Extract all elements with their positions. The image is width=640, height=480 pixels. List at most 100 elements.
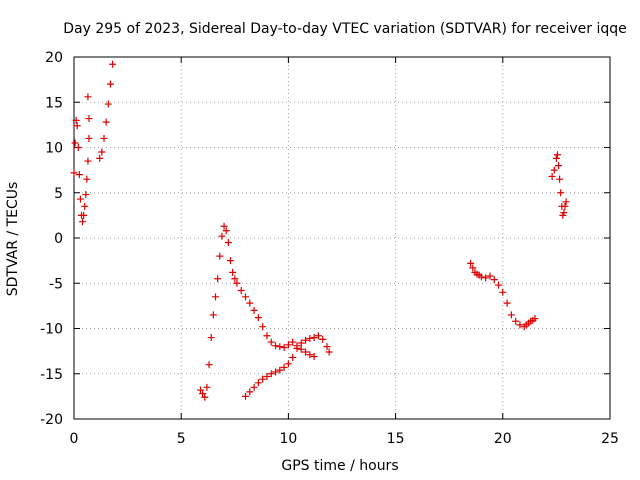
y-tick-label: 0 bbox=[54, 231, 63, 247]
y-tick-label: 15 bbox=[45, 95, 63, 111]
data-point bbox=[98, 148, 106, 156]
series-arc-early-3 bbox=[96, 60, 117, 162]
data-point bbox=[297, 339, 305, 347]
series-arc-morning bbox=[196, 222, 318, 401]
data-point bbox=[75, 171, 83, 179]
data-point bbox=[280, 363, 288, 371]
data-point bbox=[310, 353, 318, 361]
y-tick-labels: -20 -15 -10 -5 0 5 10 15 20 bbox=[40, 50, 63, 428]
data-point bbox=[106, 80, 114, 88]
data-point bbox=[267, 370, 275, 378]
data-point bbox=[263, 372, 271, 380]
data-point bbox=[237, 286, 245, 294]
data-point bbox=[196, 386, 204, 394]
data-point bbox=[562, 198, 570, 206]
data-point bbox=[557, 189, 565, 197]
data-point bbox=[550, 166, 558, 174]
data-point bbox=[109, 60, 117, 68]
data-point bbox=[302, 348, 310, 356]
data-point bbox=[212, 293, 220, 301]
data-point bbox=[214, 275, 222, 283]
data-point bbox=[246, 299, 254, 307]
data-point bbox=[553, 151, 561, 159]
gridlines bbox=[74, 57, 610, 419]
data-point bbox=[85, 115, 93, 123]
data-point bbox=[104, 100, 112, 108]
data-point bbox=[310, 334, 318, 342]
data-point bbox=[81, 202, 89, 210]
data-point bbox=[490, 276, 498, 284]
data-point bbox=[272, 368, 280, 376]
data-point bbox=[555, 162, 563, 170]
data-point bbox=[246, 388, 254, 396]
data-point bbox=[548, 172, 556, 180]
data-point bbox=[561, 202, 569, 210]
data-point bbox=[323, 343, 331, 351]
x-tick-label: 10 bbox=[279, 431, 297, 447]
data-point bbox=[507, 311, 515, 319]
data-point bbox=[218, 232, 226, 240]
y-tick-label: 5 bbox=[54, 186, 63, 202]
data-point bbox=[531, 315, 539, 323]
data-point bbox=[259, 375, 267, 383]
data-point bbox=[477, 273, 485, 281]
data-point bbox=[201, 393, 209, 401]
data-point bbox=[220, 222, 228, 230]
data-point bbox=[467, 259, 475, 267]
data-point bbox=[96, 154, 104, 162]
data-point bbox=[216, 252, 224, 260]
data-point bbox=[254, 314, 262, 322]
x-tick-label: 5 bbox=[177, 431, 186, 447]
series-arc-early-outliers bbox=[84, 93, 93, 123]
data-point bbox=[284, 360, 292, 368]
data-point bbox=[276, 366, 284, 374]
data-point bbox=[102, 118, 110, 126]
data-point bbox=[499, 288, 507, 296]
data-point bbox=[254, 379, 262, 387]
data-point bbox=[207, 334, 215, 342]
data-point bbox=[224, 239, 232, 247]
data-points bbox=[70, 60, 570, 401]
data-point bbox=[289, 353, 297, 361]
y-tick-label: -20 bbox=[40, 412, 63, 428]
data-point bbox=[203, 383, 211, 391]
x-tick-label: 15 bbox=[387, 431, 405, 447]
data-point bbox=[325, 348, 333, 356]
data-point bbox=[512, 317, 520, 325]
x-tick-label: 20 bbox=[494, 431, 512, 447]
data-point bbox=[259, 323, 267, 331]
data-point bbox=[233, 279, 241, 287]
data-point bbox=[263, 332, 271, 340]
data-point bbox=[289, 338, 297, 346]
data-point bbox=[306, 334, 314, 342]
data-point bbox=[82, 191, 90, 199]
x-tick-label: 25 bbox=[601, 431, 619, 447]
data-point bbox=[560, 209, 568, 217]
data-point bbox=[267, 338, 275, 346]
data-point bbox=[76, 195, 84, 203]
data-point bbox=[503, 299, 511, 307]
x-tick-labels: 0 5 10 15 20 25 bbox=[70, 431, 619, 447]
data-point bbox=[209, 311, 217, 319]
data-point bbox=[70, 169, 78, 177]
data-point bbox=[80, 211, 88, 219]
data-point bbox=[293, 344, 301, 352]
x-axis-label: GPS time / hours bbox=[281, 458, 398, 474]
data-point bbox=[250, 306, 258, 314]
data-point bbox=[231, 275, 239, 283]
data-point bbox=[250, 383, 258, 391]
y-tick-label: 20 bbox=[45, 50, 63, 66]
data-point bbox=[306, 351, 314, 359]
series-arc-late bbox=[548, 151, 570, 219]
y-tick-label: 10 bbox=[45, 141, 63, 157]
data-point bbox=[79, 218, 87, 226]
data-point bbox=[199, 390, 207, 398]
data-point bbox=[272, 342, 280, 350]
data-point bbox=[482, 274, 490, 282]
data-point bbox=[242, 293, 250, 301]
data-point bbox=[284, 341, 292, 349]
data-point bbox=[495, 281, 503, 289]
data-point bbox=[242, 392, 250, 400]
data-point bbox=[319, 335, 327, 343]
